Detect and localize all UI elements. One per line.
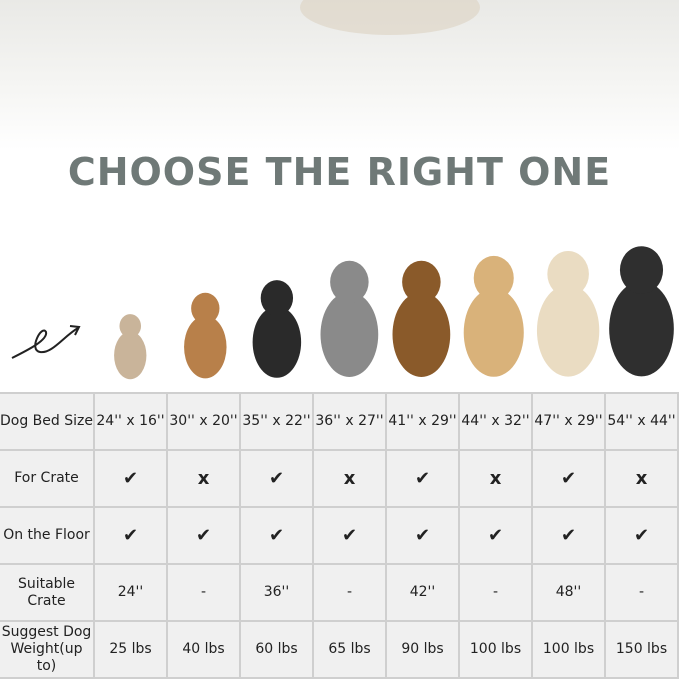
table-cell: ✔: [93, 506, 168, 565]
table-cell: 25 lbs: [93, 620, 168, 679]
table-cell: ✔: [385, 449, 460, 508]
dog-size-images: [0, 230, 679, 390]
table-cell: 40 lbs: [166, 620, 241, 679]
table-cell: 65 lbs: [312, 620, 387, 679]
dog-image: [392, 260, 450, 377]
table-cell: 100 lbs: [531, 620, 606, 679]
table-cell: x: [604, 449, 679, 508]
dog-on-bed-image: [300, 0, 480, 35]
row-label: On the Floor: [0, 506, 95, 565]
table-cell: ✔: [239, 449, 314, 508]
table-cell: -: [604, 563, 679, 622]
table-cell: ✔: [166, 506, 241, 565]
curly-arrow-icon: [11, 325, 81, 359]
table-cell: x: [458, 449, 533, 508]
table-cell: 47'' x 29'': [531, 392, 606, 451]
table-cell: 41'' x 29'': [385, 392, 460, 451]
page-title: CHOOSE THE RIGHT ONE: [67, 150, 612, 194]
table-cell: 44'' x 32'': [458, 392, 533, 451]
dog-image: [113, 314, 147, 380]
table-cell: 150 lbs: [604, 620, 679, 679]
table-cell: ✔: [531, 449, 606, 508]
table-cell: 36'' x 27'': [312, 392, 387, 451]
table-cell: ✔: [458, 506, 533, 565]
row-label: For Crate: [0, 449, 95, 508]
hero-bed-photo: [0, 0, 679, 150]
row-label: Suitable Crate: [0, 563, 95, 622]
table-cell: 60 lbs: [239, 620, 314, 679]
table-row: On the Floor ✔ ✔ ✔ ✔ ✔ ✔ ✔ ✔: [0, 506, 679, 565]
row-label: Suggest Dog Weight(up to): [0, 620, 95, 679]
dog-image: [536, 251, 600, 377]
dog-image: [252, 280, 302, 378]
table-cell: -: [458, 563, 533, 622]
dog-image: [463, 255, 525, 377]
size-comparison-table: Dog Bed Size 24'' x 16'' 30'' x 20'' 35'' x…: [0, 392, 679, 679]
table-cell: 24'': [93, 563, 168, 622]
table-cell: -: [312, 563, 387, 622]
table-cell: 48'': [531, 563, 606, 622]
table-cell: 35'' x 22'': [239, 392, 314, 451]
table-cell: 24'' x 16'': [93, 392, 168, 451]
table-row: Suggest Dog Weight(up to) 25 lbs 40 lbs 60 …: [0, 620, 679, 679]
table-cell: 30'' x 20'': [166, 392, 241, 451]
row-label: Dog Bed Size: [0, 392, 95, 451]
table-cell: 90 lbs: [385, 620, 460, 679]
table-row: Suitable Crate 24'' -36'' -42'' -48'' -: [0, 563, 679, 622]
table-row: For Crate ✔ x ✔ x ✔ x ✔ x: [0, 449, 679, 508]
table-cell: 100 lbs: [458, 620, 533, 679]
table-cell: x: [166, 449, 241, 508]
dog-image: [320, 260, 378, 377]
table-row: Dog Bed Size 24'' x 16'' 30'' x 20'' 35'' x…: [0, 392, 679, 451]
table-cell: ✔: [239, 506, 314, 565]
table-cell: ✔: [604, 506, 679, 565]
table-cell: ✔: [312, 506, 387, 565]
table-cell: ✔: [93, 449, 168, 508]
table-cell: 42'': [385, 563, 460, 622]
dog-image: [608, 246, 674, 377]
table-cell: x: [312, 449, 387, 508]
dog-image: [183, 292, 227, 379]
table-cell: -: [166, 563, 241, 622]
table-cell: ✔: [385, 506, 460, 565]
table-cell: ✔: [531, 506, 606, 565]
table-cell: 36'': [239, 563, 314, 622]
table-cell: 54'' x 44'': [604, 392, 679, 451]
